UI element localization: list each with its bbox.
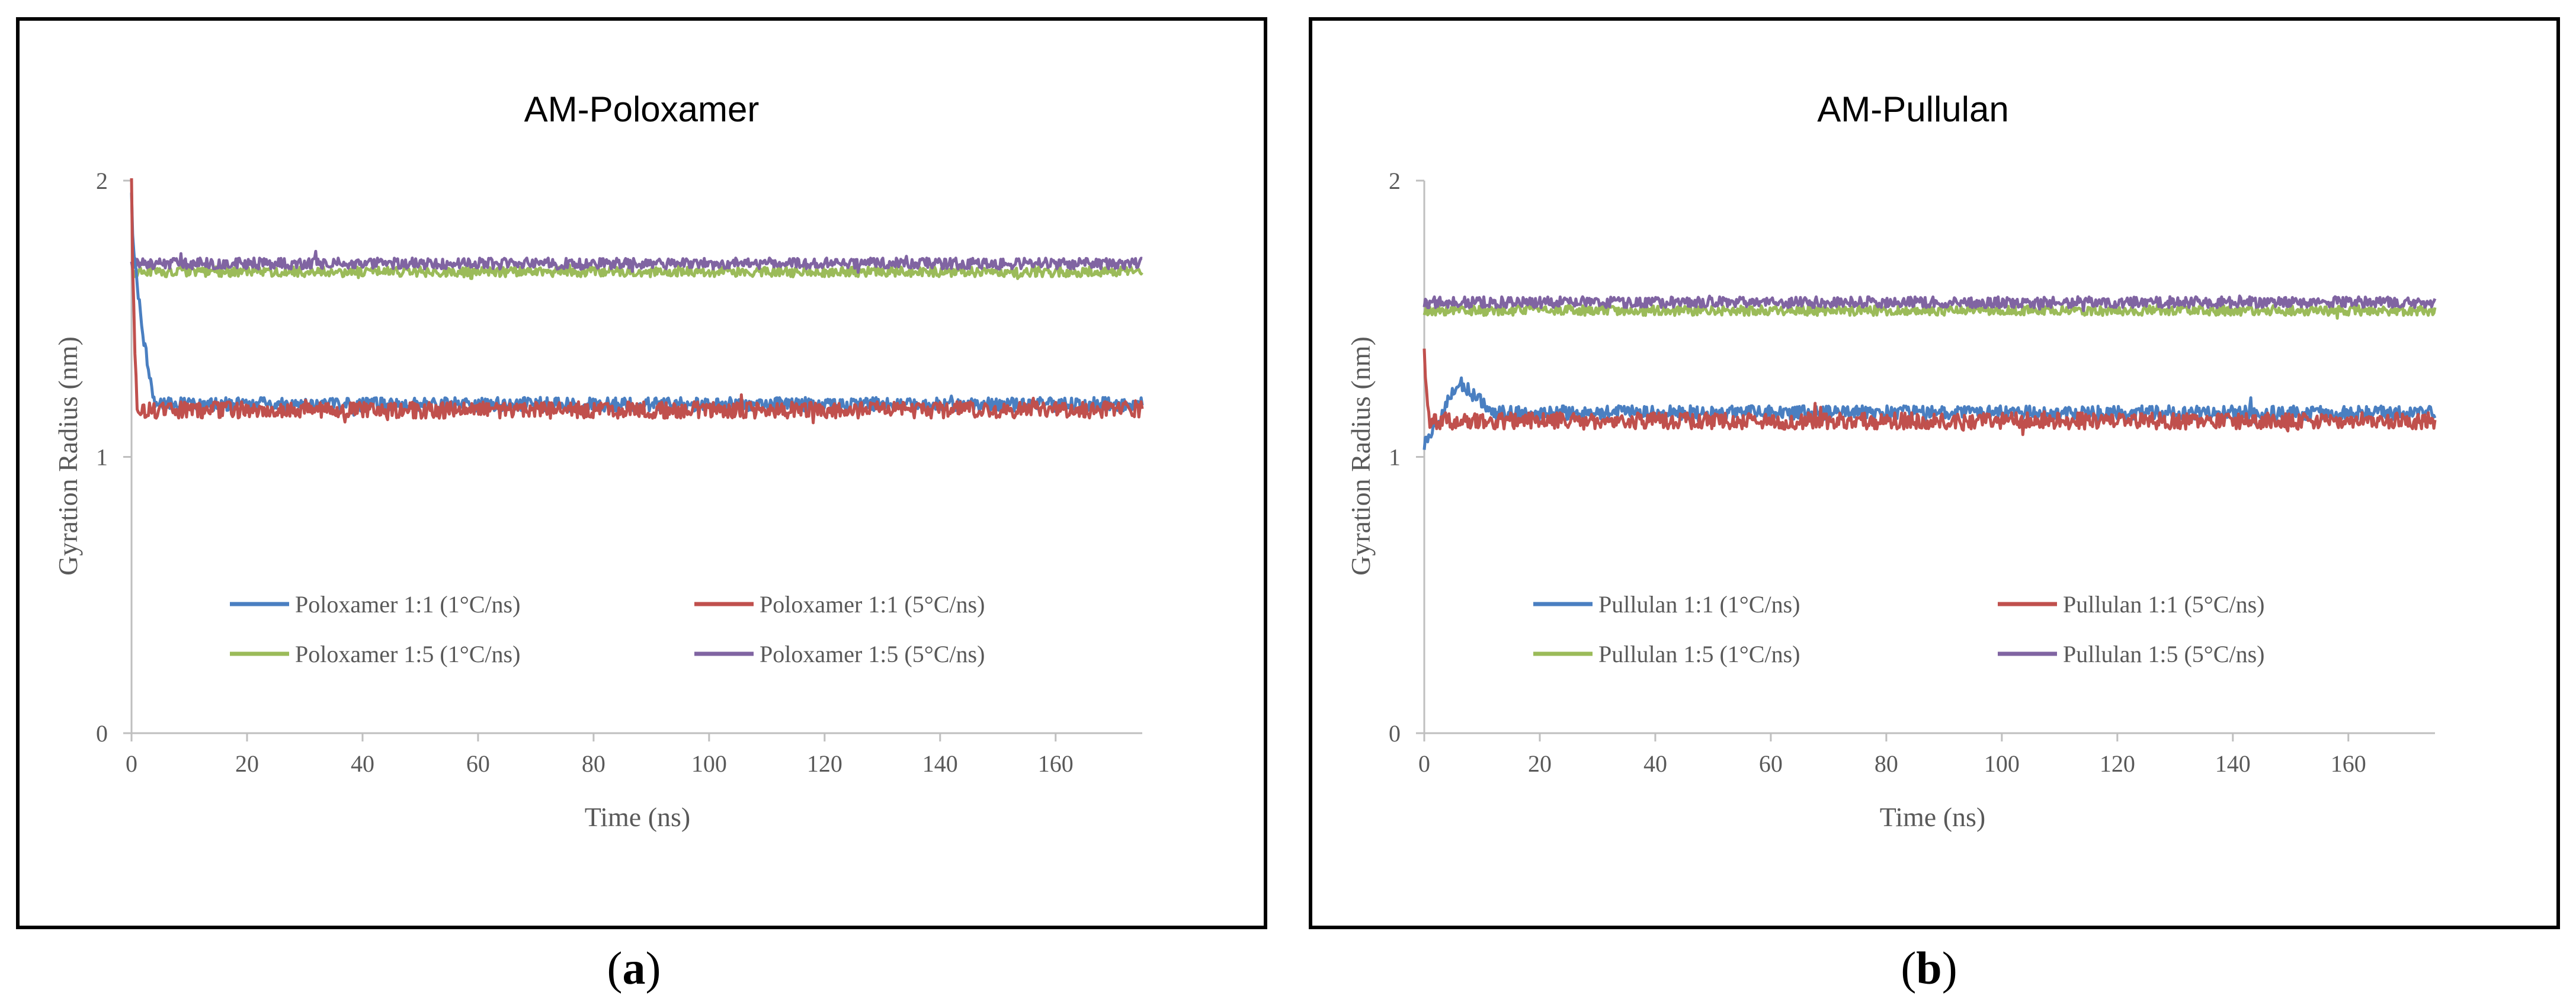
x-tick-label: 60 (1759, 750, 1783, 777)
plot-area-a: 0 20 40 60 80 100 120 140 160 0 1 2 (96, 168, 1144, 777)
x-tick-label: 100 (1984, 750, 2020, 777)
series-line-4 (130, 249, 1143, 274)
x-tick-label: 140 (922, 750, 958, 777)
legend-label-4: Pullulan 1:5 (5°C/ns) (2063, 641, 2264, 667)
chart-panel-a: AM-Poloxamer Gyration Radius (nm) Time (… (16, 17, 1267, 994)
legend-b: Pullulan 1:1 (1°C/ns) Pullulan 1:1 (5°C/n… (1533, 591, 2264, 667)
x-axis-label-b: Time (ns) (1880, 802, 1986, 832)
series-line-4 (1422, 294, 2437, 313)
chart-title-a: AM-Poloxamer (524, 89, 760, 129)
x-tick-label: 40 (1643, 750, 1667, 777)
x-tick-label: 0 (1418, 750, 1430, 777)
x-tick-label: 160 (2331, 750, 2366, 777)
y-tick-label: 0 (96, 720, 108, 747)
chart-panel-b: AM-Pullulan Gyration Radius (nm) Time (n… (1288, 0, 2576, 1005)
x-tick-label: 140 (2215, 750, 2251, 777)
chart-frame-a (16, 17, 1267, 929)
y-tick-label: 0 (1389, 720, 1401, 747)
legend-label-1: Poloxamer 1:1 (1°C/ns) (295, 591, 520, 618)
x-tick-label: 120 (807, 750, 842, 777)
chart-svg-b: AM-Pullulan Gyration Radius (nm) Time (n… (1309, 17, 2560, 929)
chart-title-b: AM-Pullulan (1817, 89, 2008, 129)
x-tick-label: 100 (691, 750, 727, 777)
y-tick-label: 2 (96, 168, 108, 194)
legend-label-3: Poloxamer 1:5 (1°C/ns) (295, 641, 520, 667)
x-tick-label: 80 (582, 750, 605, 777)
y-tick-label: 2 (1389, 168, 1401, 194)
x-tick-label: 20 (235, 750, 259, 777)
legend-label-4: Poloxamer 1:5 (5°C/ns) (760, 641, 985, 667)
legend-label-2: Poloxamer 1:1 (5°C/ns) (760, 591, 985, 618)
legend-label-3: Pullulan 1:5 (1°C/ns) (1598, 641, 1800, 667)
plot-area-b: 0 20 40 60 80 100 120 140 160 0 1 2 (1389, 168, 2437, 777)
y-axis-label-a: Gyration Radius (nm) (53, 336, 83, 576)
x-tick-label: 80 (1875, 750, 1898, 777)
panel-label-b: (b) (1901, 942, 1957, 994)
chart-svg-a: AM-Poloxamer Gyration Radius (nm) Time (… (16, 17, 1267, 929)
y-tick-label: 1 (96, 444, 108, 471)
panel-label-a: (a) (607, 942, 661, 994)
legend-label-2: Pullulan 1:1 (5°C/ns) (2063, 591, 2264, 618)
x-tick-label: 20 (1528, 750, 1552, 777)
y-axis-label-b: Gyration Radius (nm) (1345, 336, 1376, 576)
x-tick-label: 160 (1038, 750, 1074, 777)
x-tick-label: 60 (466, 750, 490, 777)
series-line-3 (1422, 303, 2437, 320)
legend-label-1: Pullulan 1:1 (1°C/ns) (1598, 591, 1800, 618)
series-line-2 (1422, 348, 2437, 436)
series-line-3 (130, 262, 1143, 280)
chart-frame-b (1309, 17, 2560, 929)
series-line-2 (130, 178, 1144, 425)
x-tick-label: 120 (2100, 750, 2135, 777)
legend-a: Poloxamer 1:1 (1°C/ns) Poloxamer 1:1 (5°C… (230, 591, 985, 667)
y-tick-label: 1 (1389, 444, 1401, 471)
x-tick-label: 40 (351, 750, 374, 777)
x-tick-label: 0 (126, 750, 137, 777)
x-axis-label-a: Time (ns) (585, 802, 691, 832)
